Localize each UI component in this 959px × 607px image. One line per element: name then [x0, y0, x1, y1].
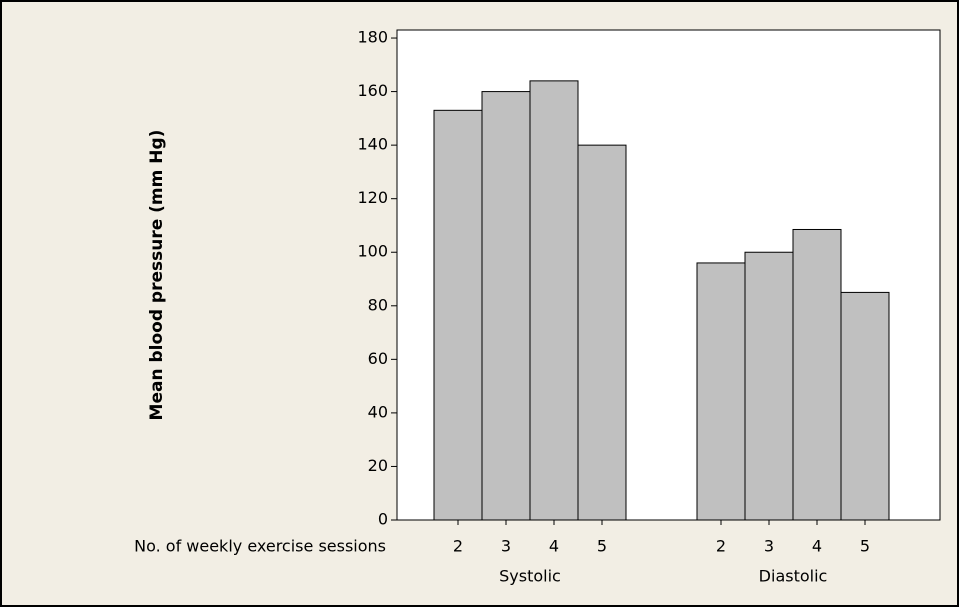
- bar: [433, 109, 483, 521]
- y-tick-label: 160: [357, 81, 388, 100]
- y-tick-label: 100: [357, 242, 388, 261]
- x-tick-label: 4: [549, 537, 559, 556]
- y-tick-label: 20: [368, 456, 388, 475]
- group-label: Systolic: [499, 567, 561, 586]
- bar: [744, 251, 794, 521]
- x-tick-label: 4: [812, 537, 822, 556]
- bar: [696, 262, 746, 521]
- y-tick-label: 140: [357, 135, 388, 154]
- y-tick-label: 180: [357, 28, 388, 47]
- bar: [840, 291, 890, 521]
- bar: [529, 80, 579, 521]
- x-tick-label: 2: [716, 537, 726, 556]
- y-tick-label: 60: [368, 349, 388, 368]
- x-tick-label: 5: [597, 537, 607, 556]
- y-tick-label: 40: [368, 402, 388, 421]
- x-tick-label: 5: [860, 537, 870, 556]
- bar: [481, 91, 531, 521]
- bar: [792, 228, 842, 521]
- x-tick-label: 3: [764, 537, 774, 556]
- y-tick-label: 120: [357, 188, 388, 207]
- y-tick-label: 0: [378, 510, 388, 529]
- x-tick-label: 3: [501, 537, 511, 556]
- x-tick-label: 2: [453, 537, 463, 556]
- y-tick-label: 80: [368, 295, 388, 314]
- x-axis-label: No. of weekly exercise sessions: [134, 537, 386, 556]
- bar: [577, 144, 627, 521]
- group-label: Diastolic: [759, 567, 828, 586]
- y-axis-label: Mean blood pressure (mm Hg): [147, 130, 167, 421]
